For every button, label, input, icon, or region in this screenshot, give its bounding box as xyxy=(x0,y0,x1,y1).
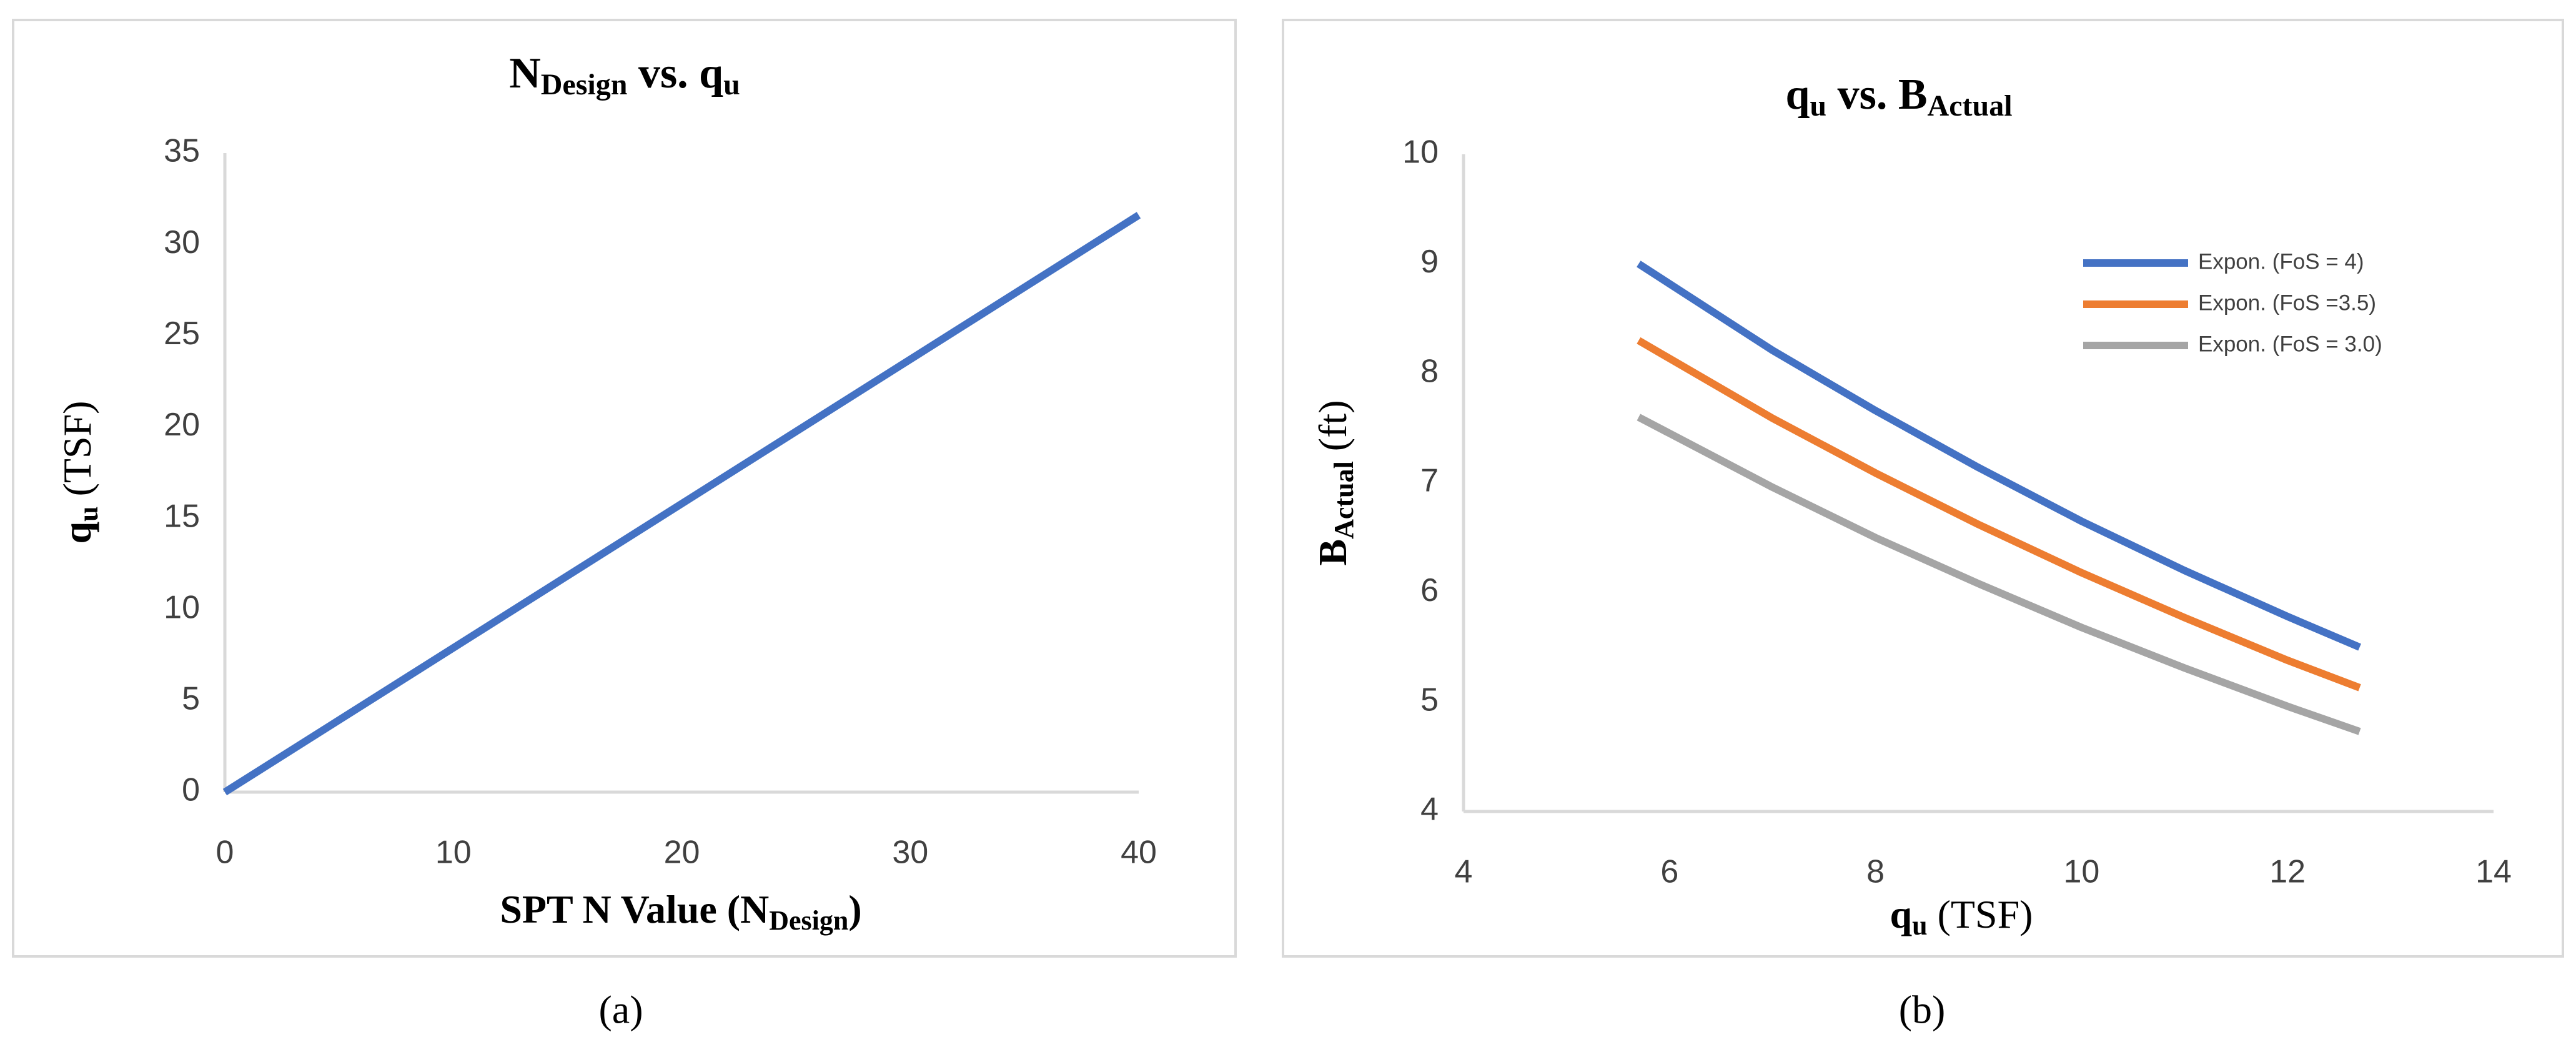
y-tick-label: 10 xyxy=(1402,134,1439,171)
x-axis-label: SPT N Value (NDesign) xyxy=(500,887,861,936)
line-series xyxy=(222,212,1141,796)
x-tick-label: 10 xyxy=(435,835,472,871)
line-series xyxy=(1637,414,2361,735)
y-tick-label: 30 xyxy=(164,224,200,261)
y-tick-label: 4 xyxy=(1420,791,1439,828)
y-tick-label: 15 xyxy=(164,498,200,534)
y-axis-label: qu (TSF) xyxy=(55,401,104,544)
x-tick-label: 8 xyxy=(1866,854,1885,890)
chart-title: qu vs. BActual xyxy=(1785,71,2012,122)
x-axis-label: qu (TSF) xyxy=(1890,892,2033,941)
x-tick-label: 4 xyxy=(1455,854,1473,890)
panel-border xyxy=(1282,19,2564,958)
y-tick-label: 10 xyxy=(164,589,200,625)
y-tick-label: 20 xyxy=(164,407,200,443)
y-tick-label: 25 xyxy=(164,315,200,352)
x-tick-label: 0 xyxy=(216,835,234,871)
legend-label: Expon. (FoS =3.5) xyxy=(2198,290,2376,315)
panel-border xyxy=(12,19,1237,958)
x-tick-label: 40 xyxy=(1121,835,1157,871)
caption: (b) xyxy=(1899,988,1946,1032)
y-tick-label: 0 xyxy=(182,772,200,808)
y-tick-label: 35 xyxy=(164,133,200,169)
legend-label: Expon. (FoS = 3.0) xyxy=(2198,332,2382,356)
legend-label: Expon. (FoS = 4) xyxy=(2198,249,2364,274)
x-tick-label: 30 xyxy=(892,835,928,871)
y-tick-label: 9 xyxy=(1420,244,1439,280)
y-tick-label: 5 xyxy=(1420,682,1439,718)
x-tick-label: 10 xyxy=(2063,854,2099,890)
chart-title: NDesign vs. qu xyxy=(509,49,740,101)
x-tick-label: 14 xyxy=(2475,854,2512,890)
y-tick-label: 7 xyxy=(1420,463,1439,499)
caption: (a) xyxy=(598,988,643,1032)
x-tick-label: 6 xyxy=(1660,854,1678,890)
line-series xyxy=(1637,261,2361,651)
y-tick-label: 8 xyxy=(1420,353,1439,389)
x-tick-label: 20 xyxy=(664,835,700,871)
y-tick-label: 6 xyxy=(1420,572,1439,608)
y-axis-label: BActual (ft) xyxy=(1310,400,1359,565)
y-tick-label: 5 xyxy=(182,681,200,717)
x-tick-label: 12 xyxy=(2269,854,2306,890)
line-series xyxy=(1637,337,2361,692)
